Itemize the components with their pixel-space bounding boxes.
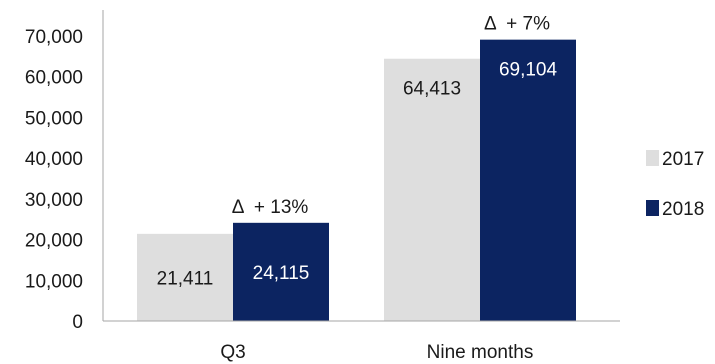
- bar-value-label: 24,115: [253, 263, 310, 284]
- legend-label-2018: 2018: [662, 199, 704, 220]
- y-tick-label: 40,000: [25, 149, 83, 170]
- bar-2017-nine-months: [384, 58, 480, 321]
- category-label: Q3: [220, 342, 245, 363]
- bar-2018-q3: [233, 222, 329, 321]
- bar-2018-nine-months: [480, 39, 576, 321]
- value-labels: 21,411 24,115 64,413 69,104: [157, 60, 558, 290]
- bar-value-label: 21,411: [157, 268, 214, 289]
- y-axis-ticks: 0 10,000 20,000 30,000 40,000 50,000 60,000 70,…: [25, 27, 83, 333]
- y-tick-label: 30,000: [25, 190, 83, 211]
- y-tick-label: 60,000: [25, 68, 83, 89]
- growth-annotation: Δ + 13%: [232, 197, 309, 218]
- bar-value-label: 64,413: [403, 79, 461, 100]
- axes: [102, 10, 620, 322]
- y-tick-label: 0: [72, 312, 83, 333]
- y-tick-label: 70,000: [25, 27, 83, 48]
- bar-value-label: 69,104: [499, 60, 558, 81]
- bar-2017-q3: [137, 233, 233, 321]
- bars: [137, 39, 576, 321]
- legend: 2017 2018: [646, 149, 704, 220]
- category-label: Nine months: [427, 342, 534, 363]
- growth-annotation: Δ + 7%: [484, 14, 550, 35]
- legend-swatch-2018: [646, 200, 659, 216]
- y-tick-label: 20,000: [25, 231, 83, 252]
- legend-swatch-2017: [646, 150, 659, 166]
- legend-label-2017: 2017: [662, 149, 704, 170]
- growth-annotations: Δ + 13% Δ + 7%: [232, 14, 550, 218]
- y-tick-label: 10,000: [25, 271, 83, 292]
- y-tick-label: 50,000: [25, 108, 83, 129]
- x-axis-category-labels: Q3 Nine months: [220, 342, 533, 363]
